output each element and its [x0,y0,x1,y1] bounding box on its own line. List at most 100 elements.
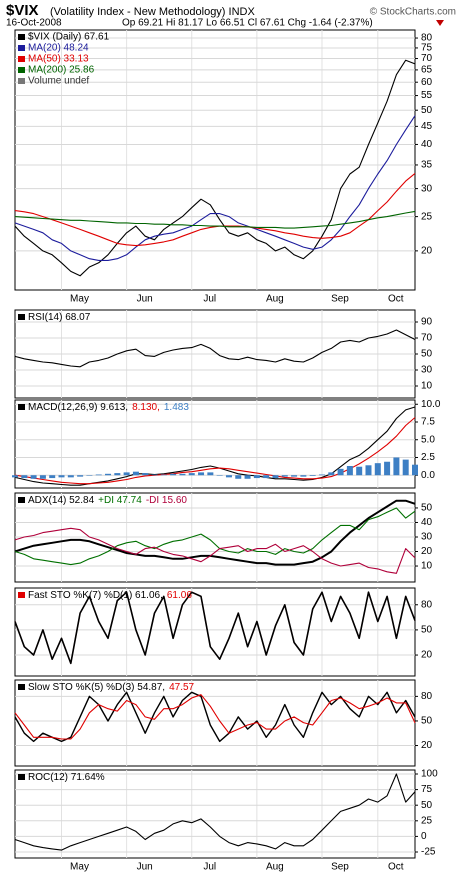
histogram-bar [356,466,363,476]
histogram-bar [39,475,46,479]
y-tick-label: 20 [421,740,433,751]
histogram-bar [77,475,84,477]
y-tick-label: 50 [421,105,433,116]
x-tick-label: Oct [388,862,404,873]
histogram-bar [21,475,28,479]
y-tick-label: 20 [421,246,433,257]
legend-entry: Slow STO %K(5) %D(3) 54.87, [28,682,165,693]
y-tick-label: 65 [421,65,433,76]
y-tick-label: 80 [421,33,433,44]
series-line [14,210,416,229]
panel-label: ADX(14) 52.84 +DI 47.74 -DI 15.60 [28,495,187,506]
quote: Op 69.21 Hi 81.17 Lo 66.51 Cl 67.61 Chg … [122,18,373,29]
x-tick-label: Oct [388,294,404,305]
histogram-bar [235,475,242,479]
y-tick-label: 70 [421,53,433,64]
histogram-bar [12,475,18,478]
legend-entry: $VIX (Daily) 67.61 [28,32,110,43]
y-tick-label: 75 [421,784,433,795]
histogram-bar [207,472,214,476]
y-tick-label: 20 [421,650,433,661]
y-tick-label: 0.0 [421,470,435,481]
histogram-bar [58,475,65,478]
series-line [14,172,416,247]
panel-frame [14,587,416,677]
histogram-bar [384,461,391,476]
legend-entry: MA(200) 25.86 [28,65,95,76]
histogram-bar [114,473,121,476]
panel-label: ROC(12) 71.64% [28,772,105,783]
histogram-bar [49,475,56,479]
histogram-bar [216,475,223,476]
series-line [14,406,416,486]
legend-entry: RSI(14) 68.07 [28,312,91,323]
x-tick-label: Jul [203,862,216,873]
y-tick-label: 60 [421,77,433,88]
y-tick-label: 25 [421,815,433,826]
panel-label: Fast STO %K(7) %D(1) 61.06, 61.06 [28,590,192,601]
histogram-bar [198,472,205,476]
y-tick-label: 30 [421,365,433,376]
histogram-bar [225,475,232,478]
histogram-bar [393,457,400,476]
y-tick-label: 55 [421,90,433,101]
y-tick-label: 50 [421,349,433,360]
histogram-bar [105,473,112,476]
x-tick-label: Sep [331,294,349,305]
histogram-bar [309,475,316,476]
legend-swatch [18,404,25,410]
series-line [14,507,416,566]
y-tick-label: 45 [421,121,433,132]
series-line [14,694,416,740]
legend-entry: MA(20) 48.24 [28,43,89,54]
panel-label: Slow STO %K(5) %D(3) 54.87, 47.57 [28,682,195,693]
panel-frame [14,769,416,859]
histogram-bar [151,474,158,476]
panel-frame [14,492,416,583]
histogram-bar [328,472,335,476]
legend-swatch [18,56,25,62]
histogram-bar [318,474,325,476]
legend-entry: Volume undef [28,76,89,87]
legend-swatch [18,78,25,84]
series-line [14,773,416,851]
y-tick-label: 5.0 [421,434,435,445]
series-line [14,499,416,566]
legend-entry: MA(50) 33.13 [28,54,89,65]
y-tick-label: 10.0 [421,399,441,410]
x-tick-label: Jul [203,294,216,305]
y-tick-label: 40 [421,517,433,528]
series-line [14,591,416,665]
x-tick-label: Aug [266,294,284,305]
legend-entry: -DI 15.60 [146,495,188,506]
y-tick-label: 100 [421,769,438,780]
histogram-bar [263,475,270,479]
y-tick-label: 20 [421,546,433,557]
series-line [14,691,416,743]
histogram-bar [67,475,74,478]
y-tick-label: 50 [421,503,433,514]
histogram-bar [142,473,149,476]
legend-swatch [18,592,25,598]
y-tick-label: -25 [421,847,436,858]
histogram-bar [95,474,102,476]
down-arrow [436,20,444,26]
y-tick-label: 70 [421,333,433,344]
histogram-bar [291,475,298,477]
y-tick-label: 0 [421,831,427,842]
y-tick-label: 7.5 [421,417,435,428]
chart-subtitle: (Volatility Index - New Methodology) IND… [50,6,255,18]
x-tick-label: Jun [137,862,153,873]
histogram-bar [412,464,418,476]
panel-frame [14,29,416,291]
histogram-bar [402,459,409,476]
y-tick-label: 2.5 [421,452,435,463]
chart-title: $VIX [6,2,39,19]
x-tick-label: Sep [331,862,349,873]
histogram-bar [30,475,37,479]
legend-swatch [18,314,25,320]
x-tick-label: May [70,862,89,873]
credit: © StockCharts.com [370,7,456,18]
